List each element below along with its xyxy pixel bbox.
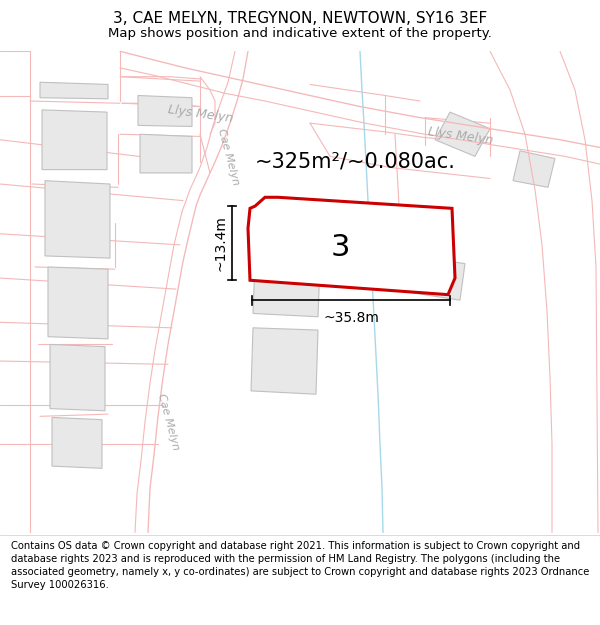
Polygon shape (45, 181, 110, 258)
Text: Cae Melyn: Cae Melyn (155, 392, 181, 451)
Polygon shape (138, 96, 192, 126)
Polygon shape (40, 82, 108, 99)
Text: 3: 3 (330, 232, 350, 262)
Text: 3, CAE MELYN, TREGYNON, NEWTOWN, SY16 3EF: 3, CAE MELYN, TREGYNON, NEWTOWN, SY16 3E… (113, 11, 487, 26)
Polygon shape (251, 328, 318, 394)
Text: ~325m²/~0.080ac.: ~325m²/~0.080ac. (254, 152, 455, 172)
Text: Contains OS data © Crown copyright and database right 2021. This information is : Contains OS data © Crown copyright and d… (11, 541, 589, 591)
Polygon shape (513, 151, 555, 188)
Text: Llys Melyn: Llys Melyn (427, 126, 493, 148)
Polygon shape (48, 267, 108, 339)
Text: Llys Melyn: Llys Melyn (167, 103, 233, 126)
Polygon shape (50, 344, 105, 411)
Polygon shape (410, 256, 465, 300)
Text: ~35.8m: ~35.8m (323, 311, 379, 325)
Polygon shape (52, 418, 102, 468)
Text: Cae Melyn: Cae Melyn (215, 127, 241, 186)
Polygon shape (248, 198, 455, 294)
Polygon shape (253, 261, 320, 317)
Polygon shape (42, 110, 107, 169)
Polygon shape (140, 134, 192, 173)
Text: ~13.4m: ~13.4m (213, 215, 227, 271)
Text: Map shows position and indicative extent of the property.: Map shows position and indicative extent… (108, 27, 492, 40)
Polygon shape (435, 112, 490, 156)
